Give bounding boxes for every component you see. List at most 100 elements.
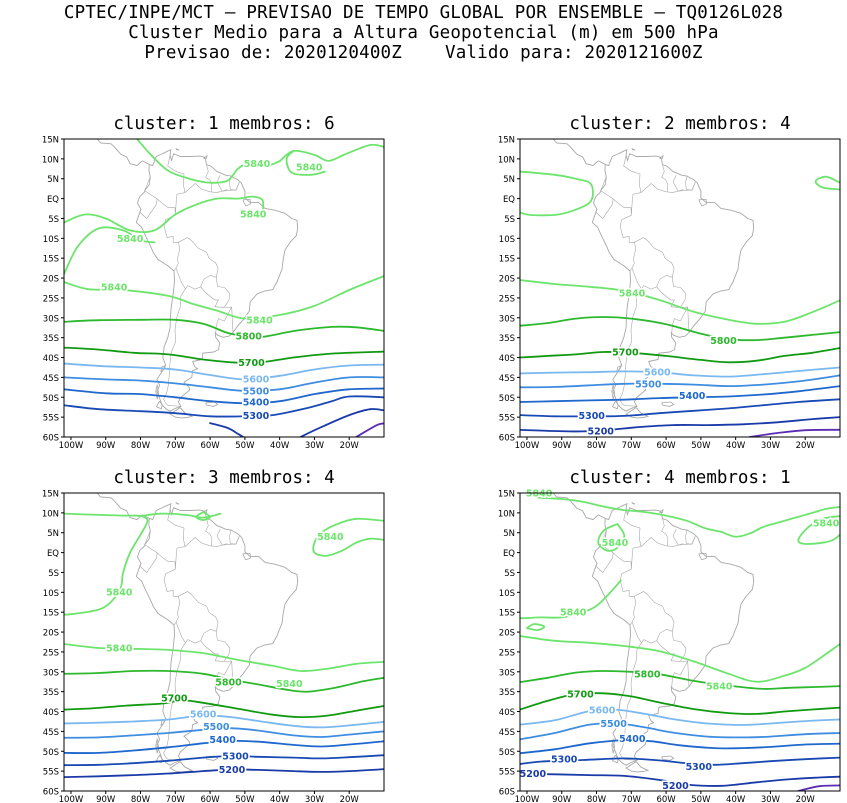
country-border xyxy=(623,155,642,193)
map-frame xyxy=(63,492,385,792)
lon-label: 100W xyxy=(59,441,84,451)
central-america-coastline xyxy=(96,139,150,167)
contour-label: 5700 xyxy=(612,348,639,359)
country-border xyxy=(215,660,233,688)
lon-label: 40W xyxy=(270,795,290,803)
lon-label: 20W xyxy=(796,795,816,803)
lon-label: 60W xyxy=(656,441,676,451)
lon-label: 30W xyxy=(305,795,325,803)
island-coastline xyxy=(659,508,664,513)
contour-label: 5840 xyxy=(560,608,587,619)
lat-label: 5S xyxy=(48,569,59,579)
contour-label: 5840 xyxy=(117,234,144,245)
lon-label: 30W xyxy=(305,441,325,451)
contour-5700 xyxy=(520,347,840,364)
country-border xyxy=(661,518,669,546)
country-border xyxy=(173,596,181,626)
contour-5800 xyxy=(64,318,384,339)
lat-label: EQ xyxy=(47,195,59,205)
country-border xyxy=(634,237,675,290)
contour-5200 xyxy=(520,773,840,787)
lon-label: 50W xyxy=(235,795,255,803)
lat-label: 25S xyxy=(43,648,59,658)
contour-label: 5300 xyxy=(686,762,713,773)
lat-label: EQ xyxy=(503,549,515,559)
contour-label: 5840 xyxy=(101,283,128,294)
country-border xyxy=(595,198,614,219)
contour-label: 5700 xyxy=(238,358,265,369)
lon-label: 30W xyxy=(761,795,781,803)
country-border xyxy=(231,661,234,687)
country-border xyxy=(629,596,637,626)
contour-5840 xyxy=(526,623,546,632)
contour-5500 xyxy=(520,374,840,389)
lat-label: 50S xyxy=(43,748,59,758)
central-america-coastline xyxy=(552,139,606,167)
contour-5500 xyxy=(64,727,384,739)
contour-5300 xyxy=(520,756,840,766)
contour-label: 5400 xyxy=(619,734,646,745)
island-coastline xyxy=(631,148,636,151)
lat-label: 5N xyxy=(47,175,59,185)
lon-label: 20W xyxy=(340,795,360,803)
island-coastline xyxy=(661,755,675,761)
contour-5840 xyxy=(195,511,211,521)
country-border xyxy=(139,198,158,219)
contour-5840 xyxy=(285,150,326,176)
axis-labels: 15N 10N 5N EQ 5S 10S 15S 20S 25S 30S 35S 40S 45S 50S 5… xyxy=(498,490,816,803)
lat-label: 50S xyxy=(43,394,59,404)
island-coastline xyxy=(698,198,707,207)
lat-label: 20S xyxy=(499,275,515,285)
lat-label: 30S xyxy=(499,668,515,678)
lat-label: 10N xyxy=(42,155,59,165)
lon-label: 50W xyxy=(691,795,711,803)
geopotential-contours xyxy=(64,139,384,437)
country-border xyxy=(163,215,179,243)
contour-label: 5840 xyxy=(246,315,273,326)
country-border xyxy=(163,621,186,761)
contour-label: 5300 xyxy=(578,411,605,422)
contour-5840 xyxy=(520,279,840,325)
lon-label: 40W xyxy=(726,441,746,451)
lon-label: 100W xyxy=(59,795,84,803)
country-border xyxy=(163,267,186,407)
contour-5100 xyxy=(355,422,384,437)
contour-5840 xyxy=(278,143,384,163)
country-border xyxy=(216,175,228,192)
island-coastline xyxy=(155,754,163,764)
country-border xyxy=(163,569,179,597)
lat-label: 15N xyxy=(42,136,59,146)
contour-5300 xyxy=(64,754,384,767)
country-border xyxy=(231,307,234,333)
axis-labels: 15N 10N 5N EQ 5S 10S 15S 20S 25S 30S 35S 40S 45S 50S 5… xyxy=(42,490,360,803)
lat-label: 55S xyxy=(499,414,515,424)
lat-label: 10S xyxy=(43,589,59,599)
lat-label: EQ xyxy=(503,195,515,205)
lat-label: 10N xyxy=(498,509,515,519)
contour-5800 xyxy=(520,670,840,690)
contour-5840 xyxy=(597,523,626,552)
lon-label: 70W xyxy=(622,795,642,803)
contour-5840 xyxy=(797,515,840,545)
contour-5840 xyxy=(526,493,723,533)
contour-label: 5700 xyxy=(567,690,594,701)
country-border xyxy=(178,237,219,290)
lat-label: 10S xyxy=(499,235,515,245)
south-america-coastline xyxy=(135,148,299,412)
island-coastline xyxy=(205,401,219,407)
lat-label: 10N xyxy=(498,155,515,165)
contour-label: 5840 xyxy=(602,538,629,549)
lat-label: 20S xyxy=(43,275,59,285)
cluster-panel-4: cluster: 4 membros: 1 5840 5840 5840 5840 580… xyxy=(498,468,841,803)
lon-label: 50W xyxy=(235,441,255,451)
lon-label: 100W xyxy=(515,795,540,803)
contour-label: 5500 xyxy=(600,719,627,730)
country-border xyxy=(215,306,233,334)
lat-label: 25S xyxy=(43,294,59,304)
contour-label: 5840 xyxy=(619,289,646,300)
contour-5840 xyxy=(64,195,265,234)
island-coastline xyxy=(631,502,636,505)
island-coastline xyxy=(242,198,251,207)
